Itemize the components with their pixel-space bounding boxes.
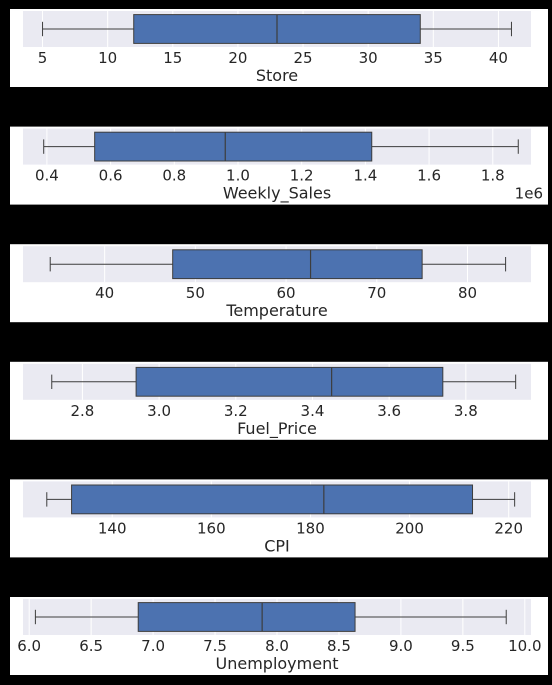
iqr-box (137, 602, 356, 632)
iqr-box (172, 249, 423, 280)
x-tick-label: 180 (296, 519, 325, 537)
x-tick-label: 5 (38, 49, 48, 67)
chart-panel-4: 2.8 3.0 3.2 3.4 3.6 3.8 Fuel_Price (10, 361, 548, 440)
x-tick-label: 9.0 (389, 637, 413, 655)
x-tick-label: 7.5 (203, 637, 227, 655)
x-tick-label: 1.8 (481, 167, 505, 185)
x-tick-label: 200 (395, 519, 424, 537)
x-tick-label: 2.8 (70, 402, 94, 420)
x-tick-label: 10 (98, 49, 117, 67)
x-tick-label: 3.8 (454, 402, 478, 420)
x-tick-label: 40 (95, 284, 114, 302)
x-tick-label: 15 (163, 49, 182, 67)
x-tick-label: 25 (294, 49, 313, 67)
iqr-box (71, 484, 474, 515)
iqr-box (94, 131, 373, 162)
x-tick-label: 140 (98, 519, 127, 537)
x-tick-label: 1.2 (290, 167, 314, 185)
x-tick-label: 6.0 (17, 637, 41, 655)
x-tick-label: 30 (359, 49, 378, 67)
x-axis-label: Unemployment (216, 654, 339, 673)
x-tick-label: 8.0 (265, 637, 289, 655)
x-tick-label: 35 (424, 49, 443, 67)
x-axis-label: Store (256, 66, 298, 85)
x-tick-label: 9.5 (451, 637, 475, 655)
chart-panel-5: 140 160 180 200 220 CPI (10, 479, 548, 558)
x-tick-label: 0.6 (99, 167, 123, 185)
x-tick-label: 8.5 (327, 637, 351, 655)
x-axis-label: Fuel_Price (237, 419, 317, 439)
x-tick-label: 60 (277, 284, 296, 302)
x-axis-label: CPI (264, 536, 290, 555)
x-tick-label: 160 (197, 519, 226, 537)
x-tick-label: 20 (228, 49, 247, 67)
iqr-box (135, 366, 444, 397)
x-tick-label: 1.4 (353, 167, 377, 185)
chart-panel-2: 0.4 0.6 0.8 1.0 1.2 1.4 1.6 1.8 Weekly_Sales 1e6 (10, 126, 548, 205)
x-tick-label: 70 (367, 284, 386, 302)
x-tick-label: 40 (489, 49, 508, 67)
x-tick-label: 0.4 (35, 167, 59, 185)
x-tick-label: 220 (494, 519, 523, 537)
x-tick-label: 3.4 (301, 402, 325, 420)
x-tick-label: 80 (458, 284, 477, 302)
x-tick-label: 1.0 (226, 167, 250, 185)
x-axis-label: Weekly_Sales (223, 184, 331, 204)
chart-panel-1: 5 10 15 20 25 30 35 40 Store (10, 9, 548, 87)
x-tick-label: 3.2 (224, 402, 248, 420)
x-tick-label: 10.0 (508, 637, 541, 655)
axis-offset-label: 1e6 (515, 185, 543, 203)
chart-panel-3: 40 50 60 70 80 Temperature (10, 244, 548, 323)
x-tick-label: 0.8 (162, 167, 186, 185)
x-tick-label: 1.6 (417, 167, 441, 185)
x-tick-label: 3.6 (377, 402, 401, 420)
x-tick-label: 3.0 (147, 402, 171, 420)
x-tick-label: 7.0 (141, 637, 165, 655)
x-axis-label: Temperature (225, 301, 327, 320)
x-tick-label: 50 (186, 284, 205, 302)
x-tick-label: 6.5 (79, 637, 103, 655)
chart-panel-6: 6.0 6.5 7.0 7.5 8.0 8.5 9.0 9.5 10.0 Unemployment (10, 597, 548, 675)
